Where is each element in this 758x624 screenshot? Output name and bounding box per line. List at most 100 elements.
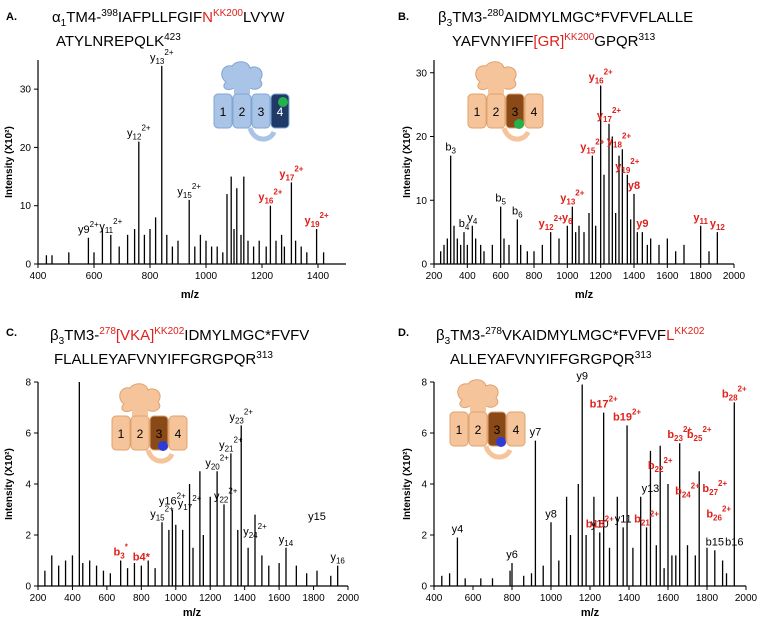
- panel-b-cartoon-tm-number: 3: [512, 105, 519, 119]
- panel-a-ytick-label: 0: [25, 260, 31, 271]
- panel-d-title-line2: ALLEYAFVNYIFFGRGPQR313: [450, 350, 652, 368]
- panel-a-cartoon-tm1: [213, 93, 233, 129]
- panel-c-peak-label: y232+: [229, 407, 253, 425]
- panel-d-cartoon-label-dot: [496, 437, 506, 447]
- panel-c-cartoon-tm1: [111, 415, 131, 451]
- panel-c-peak-label: y242+: [243, 522, 267, 540]
- panel-d: D. β3TM3-278VKAIDMYLMGC*FVFVFLKK202 ALLE…: [398, 326, 758, 619]
- panel-c-cartoon-tm-number: 2: [137, 427, 144, 441]
- panel-b-peak-label: y122+: [539, 214, 563, 232]
- panel-b-xtick-label: 800: [526, 271, 543, 282]
- panel-c-cartoon-icl: [145, 449, 175, 464]
- panel-b-xtick-label: 1200: [590, 271, 613, 282]
- panel-c-peak-label: y16: [330, 552, 345, 566]
- panel-a-ytick-label: 10: [20, 201, 32, 212]
- panel-d-cartoon-tm-number: 3: [494, 423, 501, 437]
- panel-d-peak-label: y9: [576, 371, 588, 383]
- panel-a-ylabel: Intensity (X10²): [4, 126, 15, 198]
- panel-d-cartoon-tm4: [506, 411, 526, 447]
- panel-a-peak-label: y172+: [279, 164, 303, 182]
- panel-a-xtick-label: 800: [142, 271, 159, 282]
- panel-c-ytick-label: 4: [25, 480, 31, 491]
- panel-b-ylabel: Intensity (X10²): [402, 126, 413, 198]
- panel-a-title-line2: ATYLNREPQLK423: [56, 32, 181, 50]
- panel-d-cartoon-icl: [483, 445, 513, 460]
- panel-c-xtick-label: 400: [64, 593, 81, 604]
- panel-d-cartoon-tm-number: 2: [475, 423, 482, 437]
- panel-d-ytick-label: 0: [421, 582, 427, 593]
- panel-d-ytick-label: 6: [421, 429, 427, 440]
- panel-c-peak-label: y212+: [219, 435, 243, 453]
- panel-d-ytick-label: 2: [421, 531, 427, 542]
- panel-d-plot: 400 600 800 1000 1200 1400 1600 1800 2000 0 2 4 6 8 y9…: [421, 371, 757, 604]
- panel-b-cartoon-tm-number: 4: [531, 105, 538, 119]
- panel-d-ylabel: Intensity (X10²): [402, 448, 413, 520]
- panel-a-title-line1: α1TM4-398IAFPLLFGIFNKK200LVYW: [52, 8, 285, 29]
- panel-d-ytick-label: 4: [421, 480, 427, 491]
- panel-c-peak-label: y14: [279, 534, 294, 548]
- panel-d-peak-label: y11: [615, 513, 632, 525]
- panel-b-peak-label: y4: [467, 212, 478, 226]
- panel-d-peak-label: b192+: [613, 407, 641, 423]
- panel-c-xtick-label: 2000: [337, 593, 360, 604]
- panel-b-cartoon-tm-number: 1: [474, 105, 481, 119]
- panel-b-cartoon-tm4: [524, 93, 544, 129]
- panel-c-cartoon-label-dot: [158, 441, 168, 451]
- panel-c-plot: 200 400 600 800 1000 1200 1400 1600 1800 2000 0 2 4 6…: [25, 378, 359, 605]
- panel-d-letter: D.: [398, 327, 409, 339]
- panel-b-peak-label: b6: [512, 205, 523, 219]
- panel-b-peak-label: y192+: [615, 157, 639, 175]
- panel-a-cartoon-tm-number: 4: [277, 105, 284, 119]
- panel-a-peak-label: y192+: [305, 211, 329, 229]
- panel-a-cartoon-icl: [247, 127, 277, 142]
- panel-c: C. β3TM3-278[VKA]KK202IDMYLMGC*FVFV FLAL…: [4, 326, 360, 619]
- panel-c-cartoon-linker: [132, 408, 148, 416]
- panel-b-xtick-label: 400: [459, 271, 476, 282]
- panel-c-peak-label: b3*: [114, 543, 129, 561]
- panel-d-peak-label: y10: [591, 518, 609, 530]
- panel-b-xtick-label: 2000: [723, 271, 746, 282]
- panel-b-title-line2: YAFVNYIFF[GR]KK200GPQR313: [452, 32, 656, 50]
- panel-c-xtick-label: 800: [133, 593, 150, 604]
- panel-c-cartoon-tm4: [168, 415, 188, 451]
- panel-c-peak-label: y202+: [205, 453, 229, 471]
- panel-a-cartoon-linker: [234, 86, 250, 94]
- panel-a-letter: A.: [6, 11, 17, 23]
- panel-c-peak-label: y15: [308, 511, 326, 523]
- panel-a-cartoon-tm-number: 2: [239, 105, 246, 119]
- panel-c-ylabel: Intensity (X10²): [4, 448, 15, 520]
- panel-a-xtick-label: 1000: [195, 271, 218, 282]
- panel-b-xtick-label: 1400: [623, 271, 646, 282]
- panel-a-plot: 400 600 800 1000 1200 1400 0 10 20 30 y132+ y122+ y1…: [20, 48, 346, 282]
- panel-b-peak-label: y12: [710, 218, 726, 232]
- panel-d-xtick-label: 1000: [540, 593, 563, 604]
- panel-d-cartoon-linker: [470, 404, 486, 412]
- panel-d-peak-label: b262+: [706, 504, 731, 522]
- panel-c-letter: C.: [6, 327, 17, 339]
- panel-b-peak-label: b5: [495, 193, 506, 207]
- panel-b-peak-label: y132+: [560, 189, 584, 207]
- panel-b-peak-label: y9: [636, 218, 648, 230]
- panel-d-xtick-label: 600: [465, 593, 482, 604]
- panel-b-xtick-label: 600: [492, 271, 509, 282]
- panel-c-ytick-label: 6: [25, 429, 31, 440]
- panel-d-cartoon-tm-number: 4: [513, 423, 520, 437]
- panel-c-peak-label: b4*: [133, 552, 151, 564]
- panel-b: B. β3TM3-280AIDMYLMGC*FVFVFLALLE YAFVNYI…: [398, 8, 746, 301]
- panel-d-peak-label: b282+: [722, 384, 747, 402]
- panel-a-cartoon-tm-number: 1: [220, 105, 227, 119]
- panel-c-xtick-label: 1600: [268, 593, 291, 604]
- panel-d-peak-label: b222+: [648, 456, 673, 474]
- panel-b-peak-label: y182+: [607, 131, 631, 149]
- panel-c-ytick-label: 2: [25, 531, 31, 542]
- panel-b-peak-label: y162+: [589, 68, 613, 86]
- panel-c-xtick-label: 1000: [165, 593, 188, 604]
- panel-a-ytick-label: 20: [20, 143, 32, 154]
- panel-b-peak-label: y172+: [597, 106, 621, 124]
- panel-a-cartoon-label-dot: [278, 97, 288, 107]
- panel-d-xlabel: m/z: [581, 607, 600, 619]
- panel-a-peak-label: y112+: [99, 217, 122, 235]
